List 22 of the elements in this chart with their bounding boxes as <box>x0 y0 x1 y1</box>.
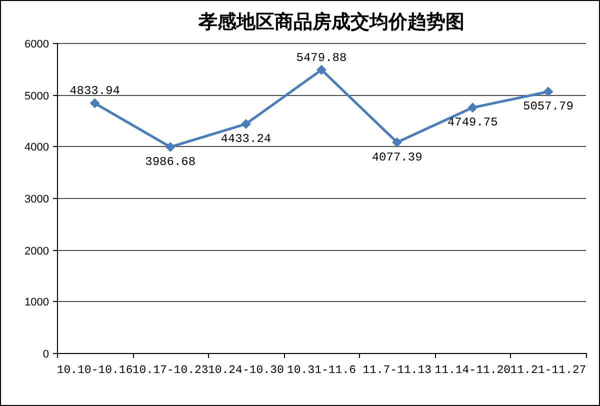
data-label: 5057.79 <box>523 100 574 114</box>
xtick: 10.17-10.23 <box>132 364 208 377</box>
ytick: 0 <box>42 348 49 360</box>
data-label: 3986.68 <box>145 155 196 170</box>
xtick: 10.10-10.16 <box>56 364 133 377</box>
xtick: 11.7-11.13 <box>362 364 432 377</box>
data-label: 4077.39 <box>372 150 422 164</box>
data-label: 4749.75 <box>447 116 498 130</box>
data-label: 5479.88 <box>296 50 347 65</box>
ytick: 1000 <box>24 296 49 308</box>
ytick: 3000 <box>24 194 49 206</box>
xtick: 10.31-11.6 <box>287 364 356 377</box>
xtick: 11.14-11.20 <box>434 364 511 377</box>
ytick: 5000 <box>24 90 49 102</box>
ytick: 4000 <box>24 142 49 154</box>
xtick: 10.24-10.30 <box>208 364 284 377</box>
xtick: 11.21-11.27 <box>510 364 586 377</box>
ytick: 6000 <box>24 38 49 50</box>
data-label: 4833.94 <box>70 84 120 98</box>
data-label: 4433.24 <box>220 132 272 146</box>
title: 孝感地区商品房成交均价趋势图 <box>198 11 464 33</box>
ytick: 2000 <box>24 246 49 258</box>
